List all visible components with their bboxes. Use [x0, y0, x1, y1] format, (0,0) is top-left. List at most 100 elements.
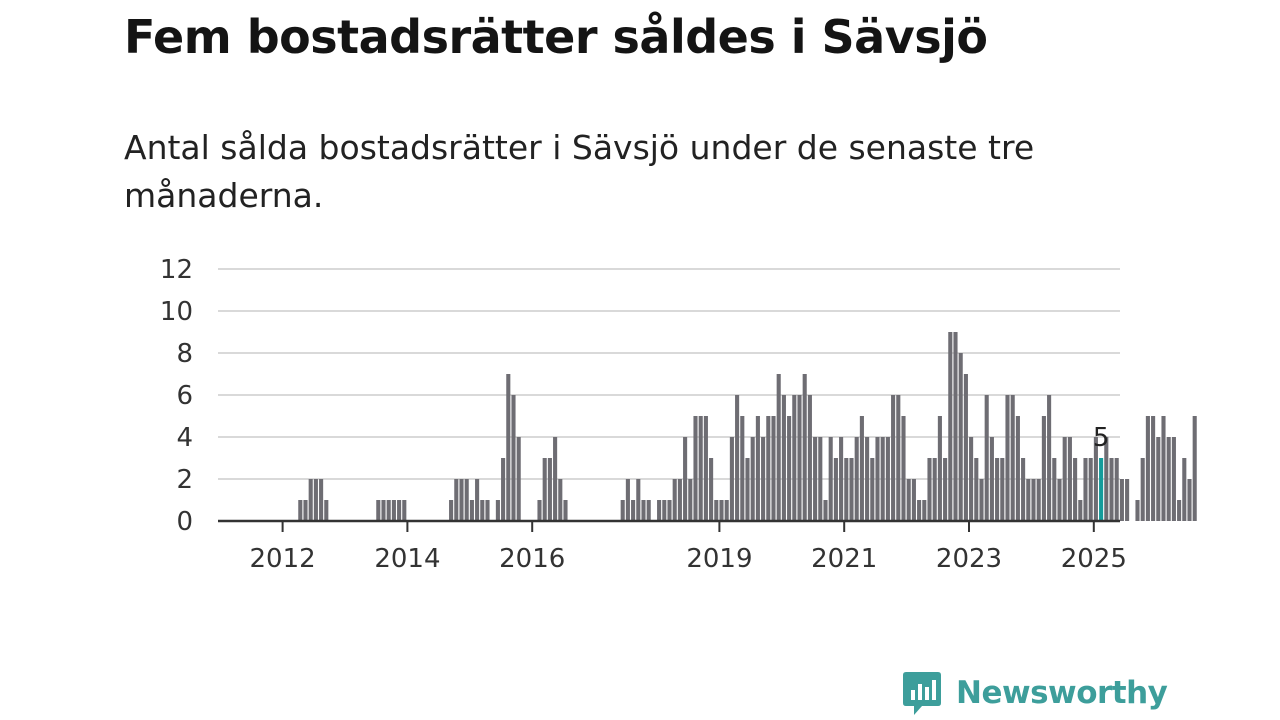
bar [703, 416, 708, 521]
x-tick-label: 2021 [811, 544, 877, 574]
bar [313, 479, 318, 521]
bar [984, 395, 989, 521]
bar [969, 437, 974, 521]
y-tick-label: 10 [160, 297, 193, 327]
x-axis [218, 519, 1120, 532]
bar [802, 374, 807, 521]
bar [672, 479, 677, 521]
bar [797, 395, 802, 521]
bar [932, 458, 937, 521]
highlight-value-label: 5 [1093, 423, 1110, 453]
bar [911, 479, 916, 521]
bar [724, 500, 729, 521]
bar [927, 458, 932, 521]
bar [1161, 416, 1166, 521]
bar [979, 479, 984, 521]
bar-highlight [1099, 458, 1104, 521]
bar [308, 479, 313, 521]
chart-subtitle: Antal sålda bostadsrätter i Sävsjö under… [124, 128, 1035, 215]
bar [844, 458, 849, 521]
bar [298, 500, 303, 521]
bar-chart: 0 2 4 6 8 10 12 2012 2014 2016 2019 2021 2023 2025 5 [160, 255, 1197, 574]
bar [1177, 500, 1182, 521]
bar [839, 437, 844, 521]
bar [657, 500, 662, 521]
bar [1005, 395, 1010, 521]
bar [386, 500, 391, 521]
bar [1052, 458, 1057, 521]
bar [547, 458, 552, 521]
bar [620, 500, 625, 521]
x-tick-label: 2014 [374, 544, 440, 574]
bar [1182, 458, 1187, 521]
bar [501, 458, 506, 521]
bar [1067, 437, 1072, 521]
bar [922, 500, 927, 521]
bar [943, 458, 948, 521]
bar [1114, 458, 1119, 521]
bar [511, 395, 516, 521]
bar [485, 500, 490, 521]
y-tick-label: 8 [176, 339, 193, 369]
bar [755, 416, 760, 521]
bar [937, 416, 942, 521]
bar [646, 500, 651, 521]
y-tick-label: 12 [160, 255, 193, 285]
bar [454, 479, 459, 521]
bar [1062, 437, 1067, 521]
bar [792, 395, 797, 521]
bar [1104, 437, 1109, 521]
bar [865, 437, 870, 521]
bar [641, 500, 646, 521]
bar [1192, 416, 1197, 521]
bar [677, 479, 682, 521]
bar [719, 500, 724, 521]
bar [729, 437, 734, 521]
bar [303, 500, 308, 521]
bars [298, 332, 1197, 521]
bar [1026, 479, 1031, 521]
bar [693, 416, 698, 521]
bar [958, 353, 963, 521]
bar [989, 437, 994, 521]
bar [688, 479, 693, 521]
bar [875, 437, 880, 521]
x-tick-label: 2019 [686, 544, 752, 574]
bar [787, 416, 792, 521]
bar [631, 500, 636, 521]
bar [896, 395, 901, 521]
bar [1156, 437, 1161, 521]
bar [1036, 479, 1041, 521]
bar [1171, 437, 1176, 521]
bar [761, 437, 766, 521]
bar [469, 500, 474, 521]
bar [667, 500, 672, 521]
newsworthy-logo-icon [903, 672, 941, 715]
bar [1125, 479, 1130, 521]
bar [948, 332, 953, 521]
bar [953, 332, 958, 521]
bar [1021, 458, 1026, 521]
bar [553, 437, 558, 521]
bar [740, 416, 745, 521]
bar [464, 479, 469, 521]
bar [449, 500, 454, 521]
bar [1093, 437, 1098, 521]
bar [776, 374, 781, 521]
bar [542, 458, 547, 521]
bar [563, 500, 568, 521]
bar [319, 479, 324, 521]
bar [391, 500, 396, 521]
bar [901, 416, 906, 521]
logo-wordmark: Newsworthy [956, 675, 1168, 711]
bar [558, 479, 563, 521]
bar [324, 500, 329, 521]
bar [506, 374, 511, 521]
bar [376, 500, 381, 521]
bar [995, 458, 1000, 521]
bar [880, 437, 885, 521]
y-tick-label: 0 [176, 507, 193, 537]
bar [891, 395, 896, 521]
bar [849, 458, 854, 521]
bar [709, 458, 714, 521]
